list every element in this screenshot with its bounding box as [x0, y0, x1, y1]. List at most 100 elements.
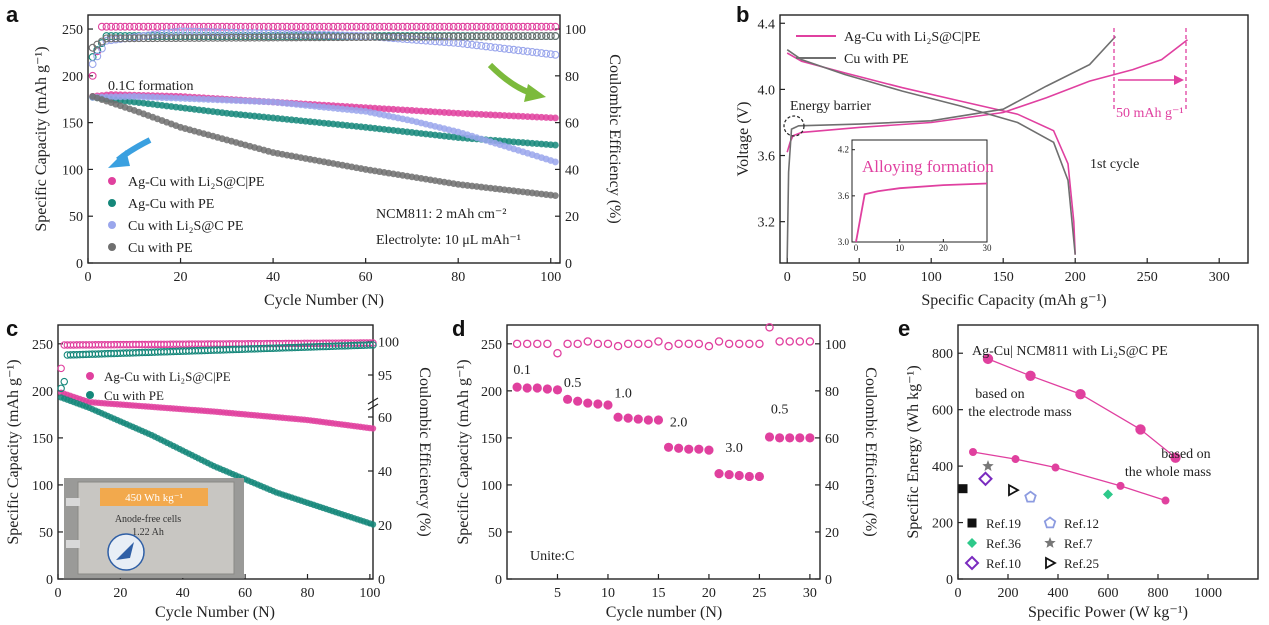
d-cap-point-16 [663, 442, 674, 452]
a-ce-point-s0-4 [102, 22, 111, 31]
d-y-ticklabel-100: 100 [481, 479, 502, 494]
a-ce-point-s0-91 [505, 22, 514, 31]
d-cap-point-14 [643, 415, 653, 425]
d-ce-point-15 [654, 337, 663, 346]
c-y-ticklabel-150: 150 [32, 432, 53, 447]
a-ce-point-s2-27 [208, 28, 217, 37]
e-x-ticklabel-800: 800 [1148, 586, 1169, 601]
b-charge-curve-1 [786, 35, 1117, 259]
a-ce-point-s0-79 [449, 22, 458, 31]
a-ce-point-s3-95 [523, 32, 532, 41]
a-y2-ticklabel-0: 0 [565, 257, 572, 272]
d-ce-point-4 [543, 339, 552, 349]
a-ce-point-s2-4 [102, 36, 111, 45]
panel-a-y2label: Coulombic Efficiency (%) [606, 54, 623, 223]
a-ce-point-s3-47 [301, 33, 310, 42]
a-ce-point-s0-75 [431, 22, 440, 31]
a-ce-point-s3-46 [296, 33, 305, 42]
d-y2-ticklabel-40: 40 [825, 479, 839, 494]
a-ce-point-s0-55 [338, 22, 347, 31]
a-ce-point-s3-39 [264, 33, 273, 42]
a-ce-point-s2-18 [167, 28, 176, 37]
panel-e-label: e [898, 316, 910, 341]
c-y-ticklabel-100: 100 [32, 479, 53, 494]
a-ce-point-s0-98 [537, 22, 546, 31]
a-ce-point-s3-43 [283, 33, 291, 42]
b-y-ticklabel-4.4: 4.4 [758, 17, 776, 32]
a-ce-point-s2-101 [551, 50, 560, 59]
a-ce-point-s2-79 [449, 38, 458, 47]
d-cap-point-12 [623, 413, 633, 423]
d-ce-point-3 [533, 339, 542, 349]
a-ce-point-s3-34 [241, 33, 250, 42]
d-ce-point-24 [745, 339, 754, 349]
a-ce-point-s3-14 [148, 34, 157, 43]
a-ce-point-s3-22 [185, 34, 194, 42]
e-legend-marker-5-icon [1045, 556, 1057, 570]
panel-b-ylabel: Voltage (V) [735, 102, 752, 177]
a-x-ticklabel-80: 80 [451, 270, 465, 285]
a-ce-point-s3-73 [421, 32, 430, 41]
a-ce-point-s3-86 [482, 32, 490, 41]
a-ce-point-s0-33 [236, 22, 245, 31]
e-legend-marker-2-icon [964, 555, 980, 571]
a-ce-point-s3-67 [394, 32, 402, 41]
legend-marker-agcu-li2s [108, 177, 116, 185]
a-ce-point-s2-76 [435, 37, 444, 46]
d-cap-point-18 [684, 444, 694, 454]
a-ce-point-s3-49 [310, 33, 319, 42]
inset-xticklabel-30: 30 [983, 243, 993, 253]
a-ce-point-s2-52 [324, 31, 333, 40]
a-ce-point-s3-18 [167, 34, 176, 43]
d-cap-point-3 [532, 383, 542, 393]
e-x-ticklabel-0: 0 [955, 586, 962, 601]
d-ce-point-6 [563, 339, 572, 349]
a-ce-point-s3-37 [255, 33, 264, 42]
d-cap-point-5 [552, 385, 563, 395]
a-ce-point-s2-85 [477, 41, 486, 50]
a-ce-point-s2-78 [444, 38, 453, 47]
a-ce-point-s2-15 [153, 30, 162, 39]
panel-d-frame [506, 324, 821, 580]
panel-a-legend: Ag-Cu with Li₂S@C|PE Ag-Cu with PE Cu wi… [108, 175, 264, 256]
a-ce-point-s0-56 [343, 22, 352, 31]
a-ce-point-s3-61 [366, 33, 375, 41]
a-ce-point-s0-28 [213, 22, 222, 31]
a-ce-point-s2-29 [218, 28, 227, 37]
a-ce-point-s2-88 [491, 43, 500, 52]
legend-b-cu-pe: Cu with PE [844, 52, 909, 67]
a-ce-point-s3-48 [306, 33, 315, 42]
a-x-ticklabel-40: 40 [266, 270, 280, 285]
e-point-s1-1 [1011, 455, 1020, 464]
b-x-ticklabel-0: 0 [784, 270, 791, 285]
a-ce-point-s0-88 [491, 22, 500, 31]
d-ce-point-2 [522, 339, 532, 349]
a-ce-point-s3-20 [176, 34, 185, 42]
panel-b-inset: 0 10 20 30 3.0 3.6 4.2 Alloying formation [838, 139, 994, 253]
a-ce-point-s0-43 [283, 22, 291, 31]
a-ce-point-s3-93 [514, 32, 523, 41]
a-ce-point-s0-90 [500, 22, 509, 31]
d-x-ticklabel-25: 25 [752, 586, 766, 601]
legend-agcu-pe: Ag-Cu with PE [128, 197, 214, 212]
panel-e-note-3: based on [1161, 447, 1210, 462]
a-ce-point-s3-8 [121, 34, 129, 43]
a-ce-point-s2-95 [523, 47, 532, 56]
a-ce-point-s3-70 [407, 32, 416, 41]
d-cap-point-23 [734, 470, 744, 481]
a-ce-point-s2-68 [398, 34, 407, 43]
a-ce-point-s0-78 [444, 22, 453, 31]
d-x-ticklabel-10: 10 [601, 586, 615, 601]
d-ce-point-26 [765, 323, 774, 332]
d-cap-point-21 [714, 469, 724, 479]
d-y2-ticklabel-0: 0 [825, 573, 832, 588]
c-cap-point-s0-101 [369, 425, 377, 432]
a-ce-point-s0-29 [218, 22, 227, 31]
legend-marker-cu-li2s [108, 221, 116, 229]
a-ce-point-s3-41 [273, 33, 282, 42]
e-point-s0-3 [1135, 424, 1146, 435]
a-ce-point-s2-30 [222, 28, 231, 37]
a-ce-point-s2-32 [232, 28, 241, 37]
a-ce-point-s3-84 [472, 32, 481, 41]
